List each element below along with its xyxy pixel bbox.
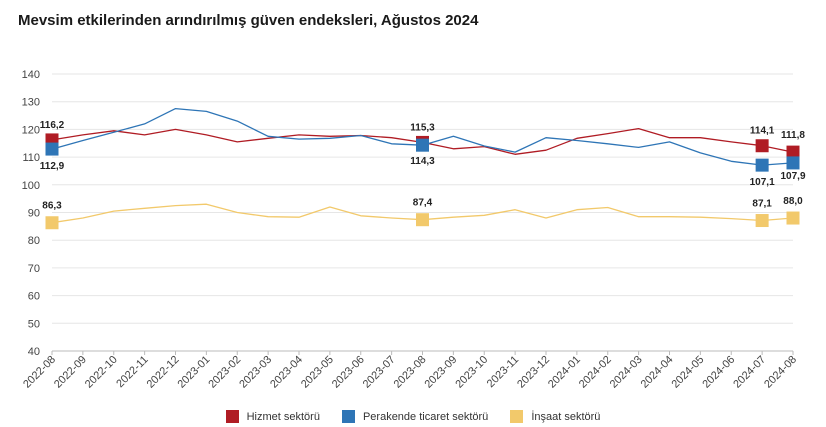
data-label-hizmet-2022-08: 116,2 (40, 120, 65, 131)
x-tick-label: 2024-08 (762, 354, 799, 391)
x-tick-label: 2023-11 (485, 354, 521, 390)
x-tick-label: 2024-07 (731, 354, 768, 391)
legend-item-hizmet[interactable]: Hizmet sektörü (225, 410, 320, 423)
x-tick-label: 2023-12 (515, 354, 552, 391)
marker-perakende-2023-08[interactable] (416, 138, 429, 152)
data-label-perakende-2024-07: 107,1 (750, 177, 775, 188)
marker-insaat-2024-07[interactable] (755, 214, 769, 228)
x-tick-label: 2024-02 (577, 354, 614, 391)
x-tick-label: 2022-10 (83, 354, 120, 391)
x-tick-label: 2023-02 (206, 354, 243, 391)
gridlines (52, 73, 793, 352)
legend-label-insaat: İnşaat sektörü (531, 410, 601, 423)
y-tick-label: 100 (22, 180, 40, 192)
data-label-insaat-2024-07: 87,1 (752, 199, 772, 210)
legend-label-perakende: Perakende ticaret sektörü (362, 410, 489, 423)
y-tick-label: 70 (28, 263, 40, 275)
x-tick-label: 2022-11 (114, 354, 150, 390)
x-tick-label: 2022-12 (145, 354, 182, 391)
marker-insaat-2022-08[interactable] (45, 216, 59, 230)
marker-perakende-2024-08[interactable] (786, 156, 800, 170)
marker-insaat-2024-08[interactable] (786, 211, 800, 225)
marker-hizmet-2024-08[interactable] (786, 145, 800, 159)
legend-item-insaat[interactable]: İnşaat sektörü (510, 410, 600, 423)
x-tick-label: 2022-08 (21, 354, 58, 391)
x-tick-label: 2024-01 (546, 354, 583, 391)
x-tick-label: 2023-01 (175, 354, 212, 391)
data-label-insaat-2023-08: 87,4 (413, 198, 433, 209)
legend-swatch-hizmet (225, 410, 239, 423)
y-tick-label: 130 (22, 97, 40, 109)
chart-title: Mevsim etkilerinden arındırılmış güven e… (18, 12, 479, 29)
legend: Hizmet sektörü Perakende ticaret sektörü… (0, 410, 826, 423)
marker-perakende-2022-08[interactable] (45, 142, 59, 156)
data-label-perakende-2022-08: 112,9 (40, 161, 65, 172)
y-tick-label: 120 (22, 124, 40, 136)
data-label-hizmet-2024-08: 111,8 (781, 130, 805, 141)
legend-item-perakende[interactable]: Perakende ticaret sektörü (341, 410, 489, 423)
x-tick-label: 2023-10 (453, 354, 490, 391)
y-tick-label: 50 (28, 318, 40, 330)
y-tick-label: 90 (28, 208, 40, 220)
x-tick-label: 2023-09 (422, 354, 459, 391)
data-label-insaat-2024-08: 88,0 (783, 196, 803, 207)
series-markers (45, 133, 800, 230)
y-tick-label: 110 (22, 152, 40, 164)
legend-swatch-perakende (341, 410, 355, 423)
x-tick-label: 2024-04 (639, 354, 676, 391)
data-label-perakende-2024-08: 107,9 (780, 171, 805, 182)
data-label-insaat-2022-08: 86,3 (42, 201, 62, 212)
y-axis-ticks: 40 50 60 70 80 90 100 110 120 130 140 (22, 69, 40, 358)
y-tick-label: 60 (28, 291, 40, 303)
x-tick-label: 2023-04 (268, 354, 305, 391)
marker-insaat-2023-08[interactable] (416, 213, 429, 227)
y-tick-label: 80 (28, 235, 40, 247)
x-tick-label: 2024-05 (669, 354, 706, 391)
legend-label-hizmet: Hizmet sektörü (246, 410, 320, 423)
y-tick-label: 140 (22, 69, 40, 81)
x-tick-label: 2024-06 (700, 354, 737, 391)
x-tick-label: 2023-05 (299, 354, 336, 391)
x-tick-label: 2023-06 (330, 354, 367, 391)
legend-swatch-insaat (510, 410, 524, 423)
x-tick-label: 2023-03 (237, 354, 274, 391)
data-label-perakende-2023-08: 114,3 (410, 156, 435, 167)
data-label-hizmet-2023-08: 115,3 (410, 122, 435, 133)
marker-perakende-2024-07[interactable] (755, 158, 769, 172)
y-tick-label: 40 (28, 346, 40, 358)
marker-hizmet-2024-07[interactable] (755, 139, 769, 153)
x-tick-label: 2024-03 (608, 354, 645, 391)
x-tick-label: 2023-07 (361, 354, 398, 391)
x-tick-label: 2023-08 (392, 354, 429, 391)
x-tick-label: 2022-09 (52, 354, 89, 391)
data-labels: 116,2 115,3 114,1 111,8 112,9 114,3 107,1 107,9… (40, 120, 806, 212)
data-label-hizmet-2024-07: 114,1 (750, 126, 775, 137)
x-axis-ticks: 2022-082022-092022-102022-112022-122023-… (21, 351, 799, 391)
